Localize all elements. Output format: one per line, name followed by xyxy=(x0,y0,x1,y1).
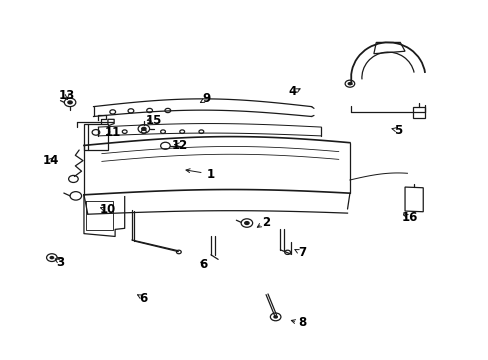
Text: 3: 3 xyxy=(56,256,64,269)
Text: 6: 6 xyxy=(199,258,207,271)
Circle shape xyxy=(141,127,146,131)
Text: 13: 13 xyxy=(59,89,75,102)
Circle shape xyxy=(244,221,249,225)
Text: 11: 11 xyxy=(104,126,121,139)
Text: 2: 2 xyxy=(262,216,269,229)
Text: 14: 14 xyxy=(42,154,59,167)
Text: 9: 9 xyxy=(202,93,210,105)
Text: 12: 12 xyxy=(171,139,187,152)
Circle shape xyxy=(347,82,351,85)
Text: 16: 16 xyxy=(401,211,417,224)
Text: 8: 8 xyxy=(297,316,305,329)
Text: 1: 1 xyxy=(206,168,215,181)
Text: 10: 10 xyxy=(100,203,116,216)
Text: 6: 6 xyxy=(140,292,148,305)
Text: 5: 5 xyxy=(393,124,401,137)
Text: 7: 7 xyxy=(297,246,305,259)
Text: 4: 4 xyxy=(288,85,296,98)
Circle shape xyxy=(49,256,54,259)
Circle shape xyxy=(273,315,278,319)
Text: 15: 15 xyxy=(145,113,162,126)
Circle shape xyxy=(67,100,73,104)
